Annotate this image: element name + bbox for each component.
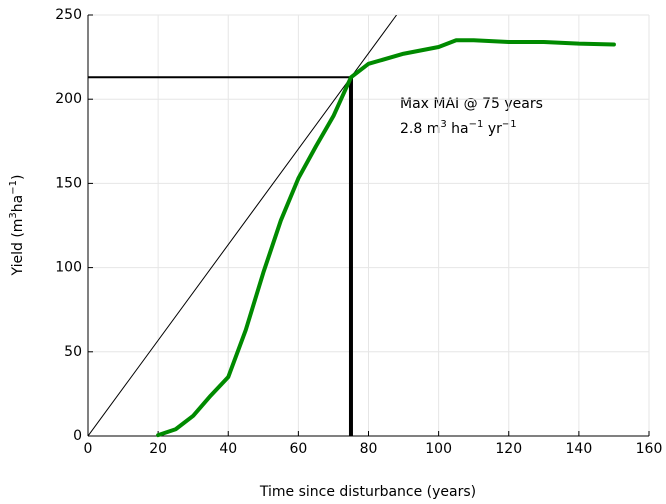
y-label-part: )	[10, 175, 26, 180]
y-label-part: Yield (m	[10, 219, 26, 277]
x-tick-label: 40	[219, 441, 237, 457]
y-tick-label: 0	[73, 428, 82, 444]
x-tick-label: 120	[495, 441, 522, 457]
tangent-line	[88, 15, 397, 436]
annotation-part: 2.8 m	[400, 121, 440, 137]
x-tick-label: 0	[84, 441, 93, 457]
y-label-part: ha	[10, 195, 26, 212]
annotation-sup: −1	[469, 119, 484, 130]
y-tick-label: 150	[55, 175, 82, 191]
y-tick-label: 50	[64, 344, 82, 360]
x-tick-label: 160	[636, 441, 663, 457]
y-axis-label: Yield (m3ha−1)	[8, 175, 26, 277]
x-axis-label: Time since disturbance (years)	[259, 484, 476, 500]
y-label-sup: −1	[8, 180, 19, 195]
x-tick-label: 100	[425, 441, 452, 457]
annotation-part: ha	[447, 121, 469, 137]
yield-curve	[156, 38, 616, 438]
annotation: Max MAI @ 75 years	[400, 96, 543, 112]
x-tick-label: 80	[360, 441, 378, 457]
y-tick-label: 250	[55, 7, 82, 23]
y-tick-label: 200	[55, 91, 82, 107]
annotation-sup: −1	[502, 119, 517, 130]
x-tick-label: 140	[566, 441, 593, 457]
x-tick-label: 60	[289, 441, 307, 457]
annotation-part: yr	[483, 121, 502, 137]
annotation-sup: 3	[440, 119, 446, 130]
x-tick-label: 20	[149, 441, 167, 457]
y-tick-label: 100	[55, 260, 82, 276]
y-label-sup: 3	[8, 212, 19, 218]
annotation: 2.8 m3 ha−1 yr−1	[400, 119, 517, 137]
